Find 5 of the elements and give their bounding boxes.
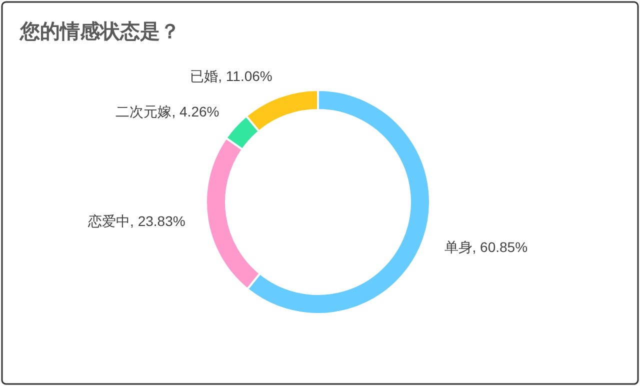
chart-title: 您的情感状态是？: [19, 20, 180, 43]
slice-label: 恋爱中, 23.83%: [87, 212, 186, 229]
slice-label: 单身, 60.85%: [444, 238, 528, 255]
slice-label: 二次元嫁, 4.26%: [116, 103, 220, 120]
slice-label: 已婚, 11.06%: [190, 68, 272, 84]
